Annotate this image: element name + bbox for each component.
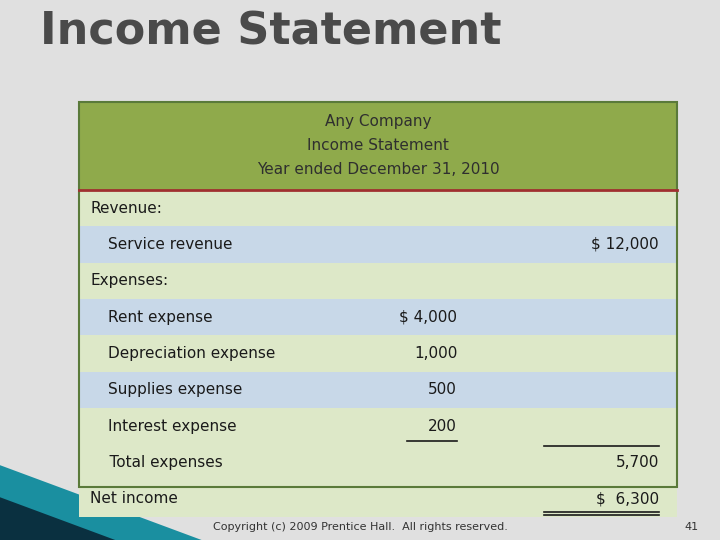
Bar bbox=[79, 102, 677, 487]
Bar bbox=[79, 102, 677, 190]
Bar bbox=[79, 444, 677, 481]
Text: Expenses:: Expenses: bbox=[90, 273, 168, 288]
Text: $ 12,000: $ 12,000 bbox=[591, 237, 659, 252]
Polygon shape bbox=[0, 497, 115, 540]
Text: Income Statement: Income Statement bbox=[307, 138, 449, 153]
Text: $ 4,000: $ 4,000 bbox=[399, 309, 457, 325]
Text: Service revenue: Service revenue bbox=[108, 237, 233, 252]
Bar bbox=[79, 262, 677, 299]
Text: 1,000: 1,000 bbox=[414, 346, 457, 361]
Bar bbox=[79, 335, 677, 372]
Text: 500: 500 bbox=[428, 382, 457, 397]
Text: 200: 200 bbox=[428, 418, 457, 434]
Polygon shape bbox=[0, 465, 202, 540]
Text: Depreciation expense: Depreciation expense bbox=[108, 346, 275, 361]
Text: Total expenses: Total expenses bbox=[90, 455, 222, 470]
Text: Copyright (c) 2009 Prentice Hall.  All rights reserved.: Copyright (c) 2009 Prentice Hall. All ri… bbox=[212, 522, 508, 532]
Bar bbox=[79, 226, 677, 262]
Bar bbox=[79, 408, 677, 444]
Text: 41: 41 bbox=[684, 522, 698, 532]
Text: Rent expense: Rent expense bbox=[108, 309, 212, 325]
Bar bbox=[79, 299, 677, 335]
Text: 5,700: 5,700 bbox=[616, 455, 659, 470]
Text: Net income: Net income bbox=[90, 491, 178, 507]
Text: Any Company: Any Company bbox=[325, 114, 431, 129]
Bar bbox=[79, 481, 677, 517]
Text: Income Statement: Income Statement bbox=[40, 11, 501, 53]
Text: $  6,300: $ 6,300 bbox=[595, 491, 659, 507]
Bar bbox=[79, 372, 677, 408]
Text: Interest expense: Interest expense bbox=[108, 418, 237, 434]
Text: Year ended December 31, 2010: Year ended December 31, 2010 bbox=[257, 163, 499, 178]
Text: Supplies expense: Supplies expense bbox=[108, 382, 243, 397]
Bar bbox=[79, 190, 677, 226]
Text: Revenue:: Revenue: bbox=[90, 201, 162, 215]
